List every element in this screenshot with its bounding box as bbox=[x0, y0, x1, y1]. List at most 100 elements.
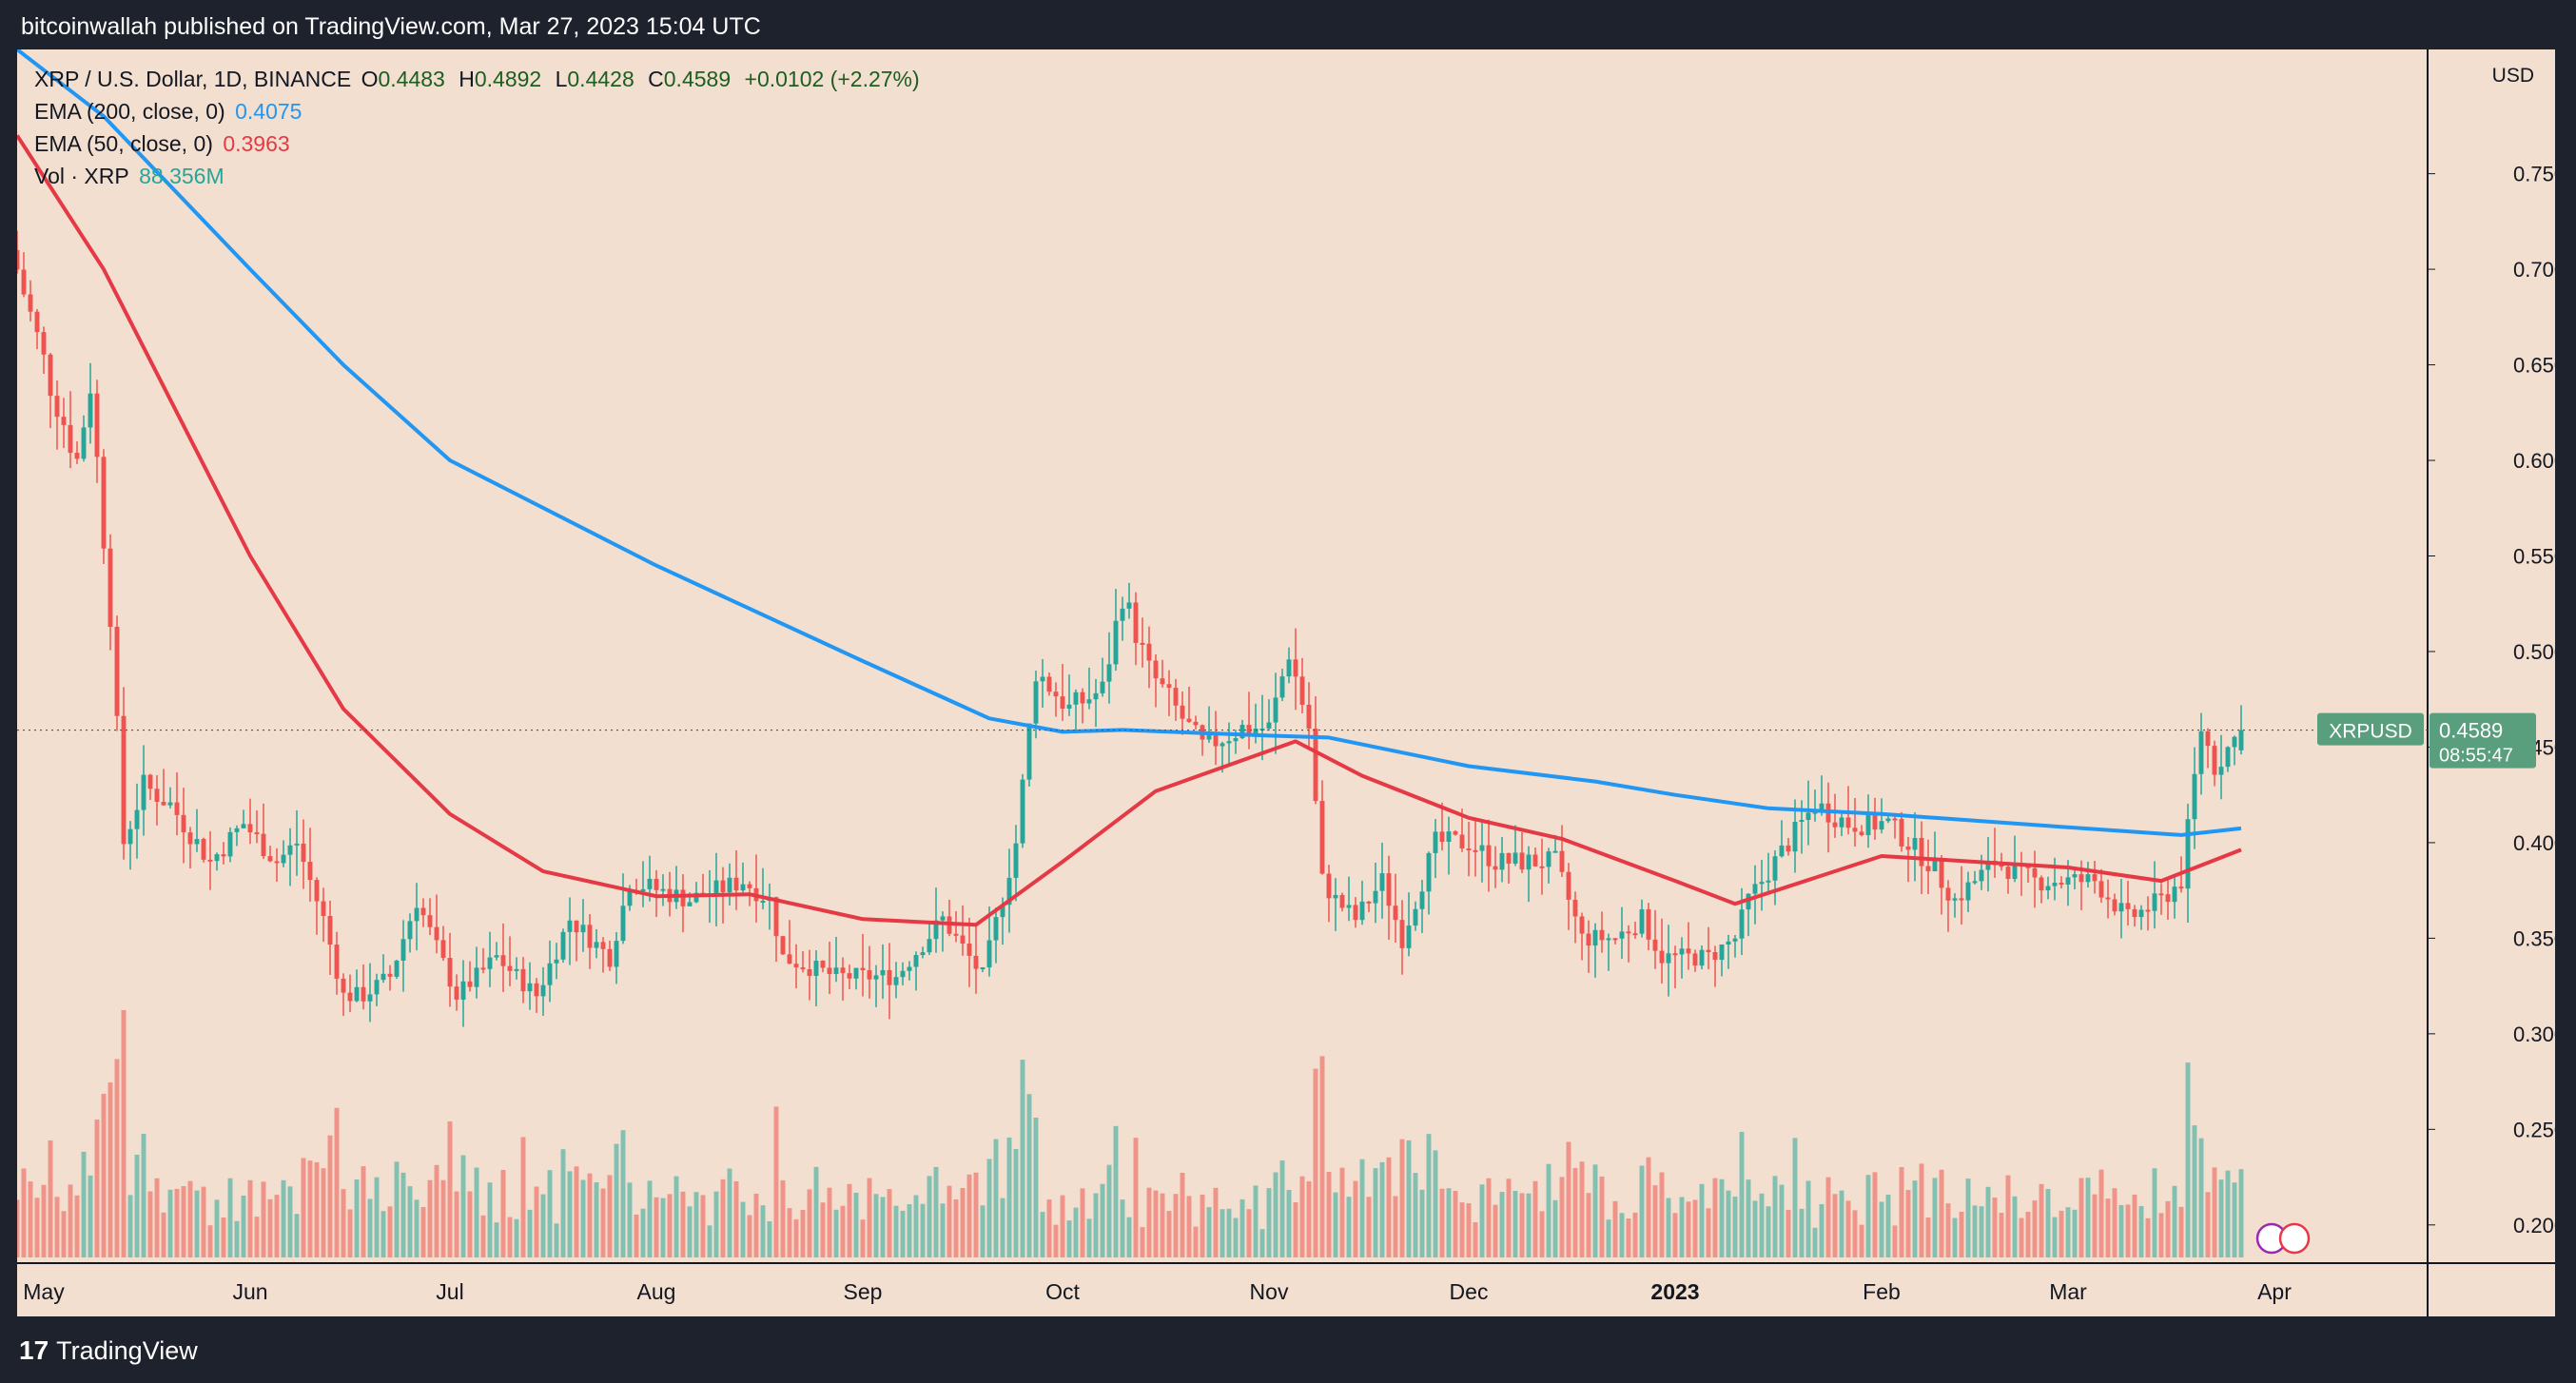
candle-body[interactable] bbox=[1606, 938, 1611, 941]
candle-body[interactable] bbox=[1080, 692, 1085, 704]
candle-body[interactable] bbox=[960, 935, 966, 945]
candle-body[interactable] bbox=[727, 877, 732, 893]
candle-body[interactable] bbox=[1672, 953, 1678, 956]
candle-body[interactable] bbox=[54, 396, 60, 418]
candle-body[interactable] bbox=[1559, 850, 1565, 872]
candle-body[interactable] bbox=[1739, 909, 1745, 939]
candle-body[interactable] bbox=[154, 789, 160, 802]
candle-body[interactable] bbox=[1040, 676, 1045, 682]
candle-body[interactable] bbox=[807, 969, 812, 977]
candle-body[interactable] bbox=[1153, 660, 1159, 679]
candle-body[interactable] bbox=[1805, 812, 1811, 821]
candle-body[interactable] bbox=[993, 917, 999, 941]
candle-body[interactable] bbox=[1493, 866, 1498, 870]
candle-body[interactable] bbox=[1253, 729, 1259, 734]
candle-body[interactable] bbox=[773, 897, 779, 937]
candle-body[interactable] bbox=[1446, 831, 1452, 843]
candle-body[interactable] bbox=[820, 961, 826, 968]
candle-body[interactable] bbox=[1373, 890, 1378, 904]
candle-body[interactable] bbox=[2118, 903, 2124, 912]
candle-body[interactable] bbox=[500, 955, 506, 966]
candle-body[interactable] bbox=[1692, 953, 1698, 966]
candle-body[interactable] bbox=[1852, 828, 1858, 832]
candle-body[interactable] bbox=[2205, 730, 2211, 747]
candle-body[interactable] bbox=[847, 973, 852, 979]
candle-body[interactable] bbox=[1113, 620, 1119, 665]
candle-body[interactable] bbox=[913, 955, 919, 967]
candle-body[interactable] bbox=[560, 931, 566, 960]
candle-body[interactable] bbox=[1572, 899, 1578, 917]
candle-body[interactable] bbox=[680, 889, 686, 906]
candle-body[interactable] bbox=[1046, 676, 1052, 692]
candle-body[interactable] bbox=[1772, 856, 1778, 881]
candle-body[interactable] bbox=[1552, 850, 1558, 853]
candle-body[interactable] bbox=[933, 920, 939, 940]
legend-ema50[interactable]: EMA (50, close, 0) 0.3963 bbox=[34, 131, 294, 157]
candle-body[interactable] bbox=[1060, 696, 1065, 710]
candle-body[interactable] bbox=[48, 354, 53, 397]
candle-body[interactable] bbox=[101, 457, 107, 549]
candle-body[interactable] bbox=[547, 963, 553, 985]
candle-body[interactable] bbox=[1026, 723, 1032, 780]
candle-body[interactable] bbox=[420, 907, 426, 916]
candle-body[interactable] bbox=[174, 802, 180, 815]
candle-body[interactable] bbox=[1885, 818, 1891, 822]
candle-body[interactable] bbox=[1845, 817, 1851, 828]
candle-body[interactable] bbox=[1020, 779, 1025, 844]
candle-body[interactable] bbox=[214, 854, 220, 862]
candle-body[interactable] bbox=[2125, 903, 2131, 909]
candle-body[interactable] bbox=[2185, 819, 2191, 889]
candle-body[interactable] bbox=[241, 824, 246, 828]
candle-body[interactable] bbox=[1313, 729, 1318, 802]
candle-body[interactable] bbox=[1512, 852, 1518, 864]
candle-body[interactable] bbox=[21, 269, 27, 295]
candle-body[interactable] bbox=[1626, 931, 1631, 934]
candle-body[interactable] bbox=[287, 845, 293, 855]
candle-body[interactable] bbox=[654, 878, 659, 890]
candle-body[interactable] bbox=[427, 915, 433, 927]
candle-body[interactable] bbox=[1499, 852, 1505, 870]
candle-body[interactable] bbox=[1126, 602, 1132, 609]
candle-body[interactable] bbox=[1226, 741, 1232, 744]
candle-body[interactable] bbox=[327, 915, 333, 945]
candle-body[interactable] bbox=[68, 424, 73, 454]
candle-body[interactable] bbox=[1453, 831, 1458, 835]
candle-body[interactable] bbox=[1033, 681, 1039, 724]
candle-body[interactable] bbox=[2065, 877, 2071, 885]
candle-body[interactable] bbox=[1872, 811, 1878, 830]
candle-body[interactable] bbox=[1566, 871, 1571, 900]
candle-body[interactable] bbox=[1952, 898, 1958, 901]
candle-body[interactable] bbox=[2172, 886, 2177, 903]
candle-body[interactable] bbox=[1486, 845, 1492, 867]
candle-body[interactable] bbox=[2092, 874, 2098, 882]
candle-body[interactable] bbox=[1779, 845, 1785, 857]
candle-body[interactable] bbox=[1066, 704, 1072, 710]
candle-body[interactable] bbox=[2085, 874, 2091, 883]
candle-body[interactable] bbox=[1393, 906, 1398, 921]
candle-body[interactable] bbox=[1939, 861, 1944, 888]
candle-body[interactable] bbox=[94, 393, 100, 458]
candle-body[interactable] bbox=[1439, 831, 1445, 843]
candle-body[interactable] bbox=[733, 877, 739, 891]
candle-body[interactable] bbox=[2238, 730, 2244, 750]
candle-body[interactable] bbox=[147, 774, 153, 789]
candle-body[interactable] bbox=[1899, 819, 1904, 847]
candle-body[interactable] bbox=[1599, 929, 1605, 941]
candle-body[interactable] bbox=[2225, 747, 2231, 768]
candle-body[interactable] bbox=[1786, 845, 1791, 852]
candle-body[interactable] bbox=[1579, 916, 1585, 934]
candle-body[interactable] bbox=[314, 880, 320, 902]
candle-body[interactable] bbox=[1279, 676, 1285, 698]
candle-body[interactable] bbox=[2032, 867, 2038, 878]
candle-body[interactable] bbox=[1666, 953, 1671, 964]
candle-body[interactable] bbox=[600, 942, 606, 949]
candle-body[interactable] bbox=[41, 332, 47, 355]
candle-body[interactable] bbox=[507, 965, 513, 971]
candle-body[interactable] bbox=[1419, 891, 1425, 909]
candle-body[interactable] bbox=[1632, 933, 1638, 936]
candle-body[interactable] bbox=[1413, 908, 1418, 926]
candle-body[interactable] bbox=[693, 892, 699, 903]
candle-body[interactable] bbox=[813, 961, 819, 977]
candle-body[interactable] bbox=[201, 839, 206, 860]
candle-body[interactable] bbox=[2105, 897, 2111, 900]
